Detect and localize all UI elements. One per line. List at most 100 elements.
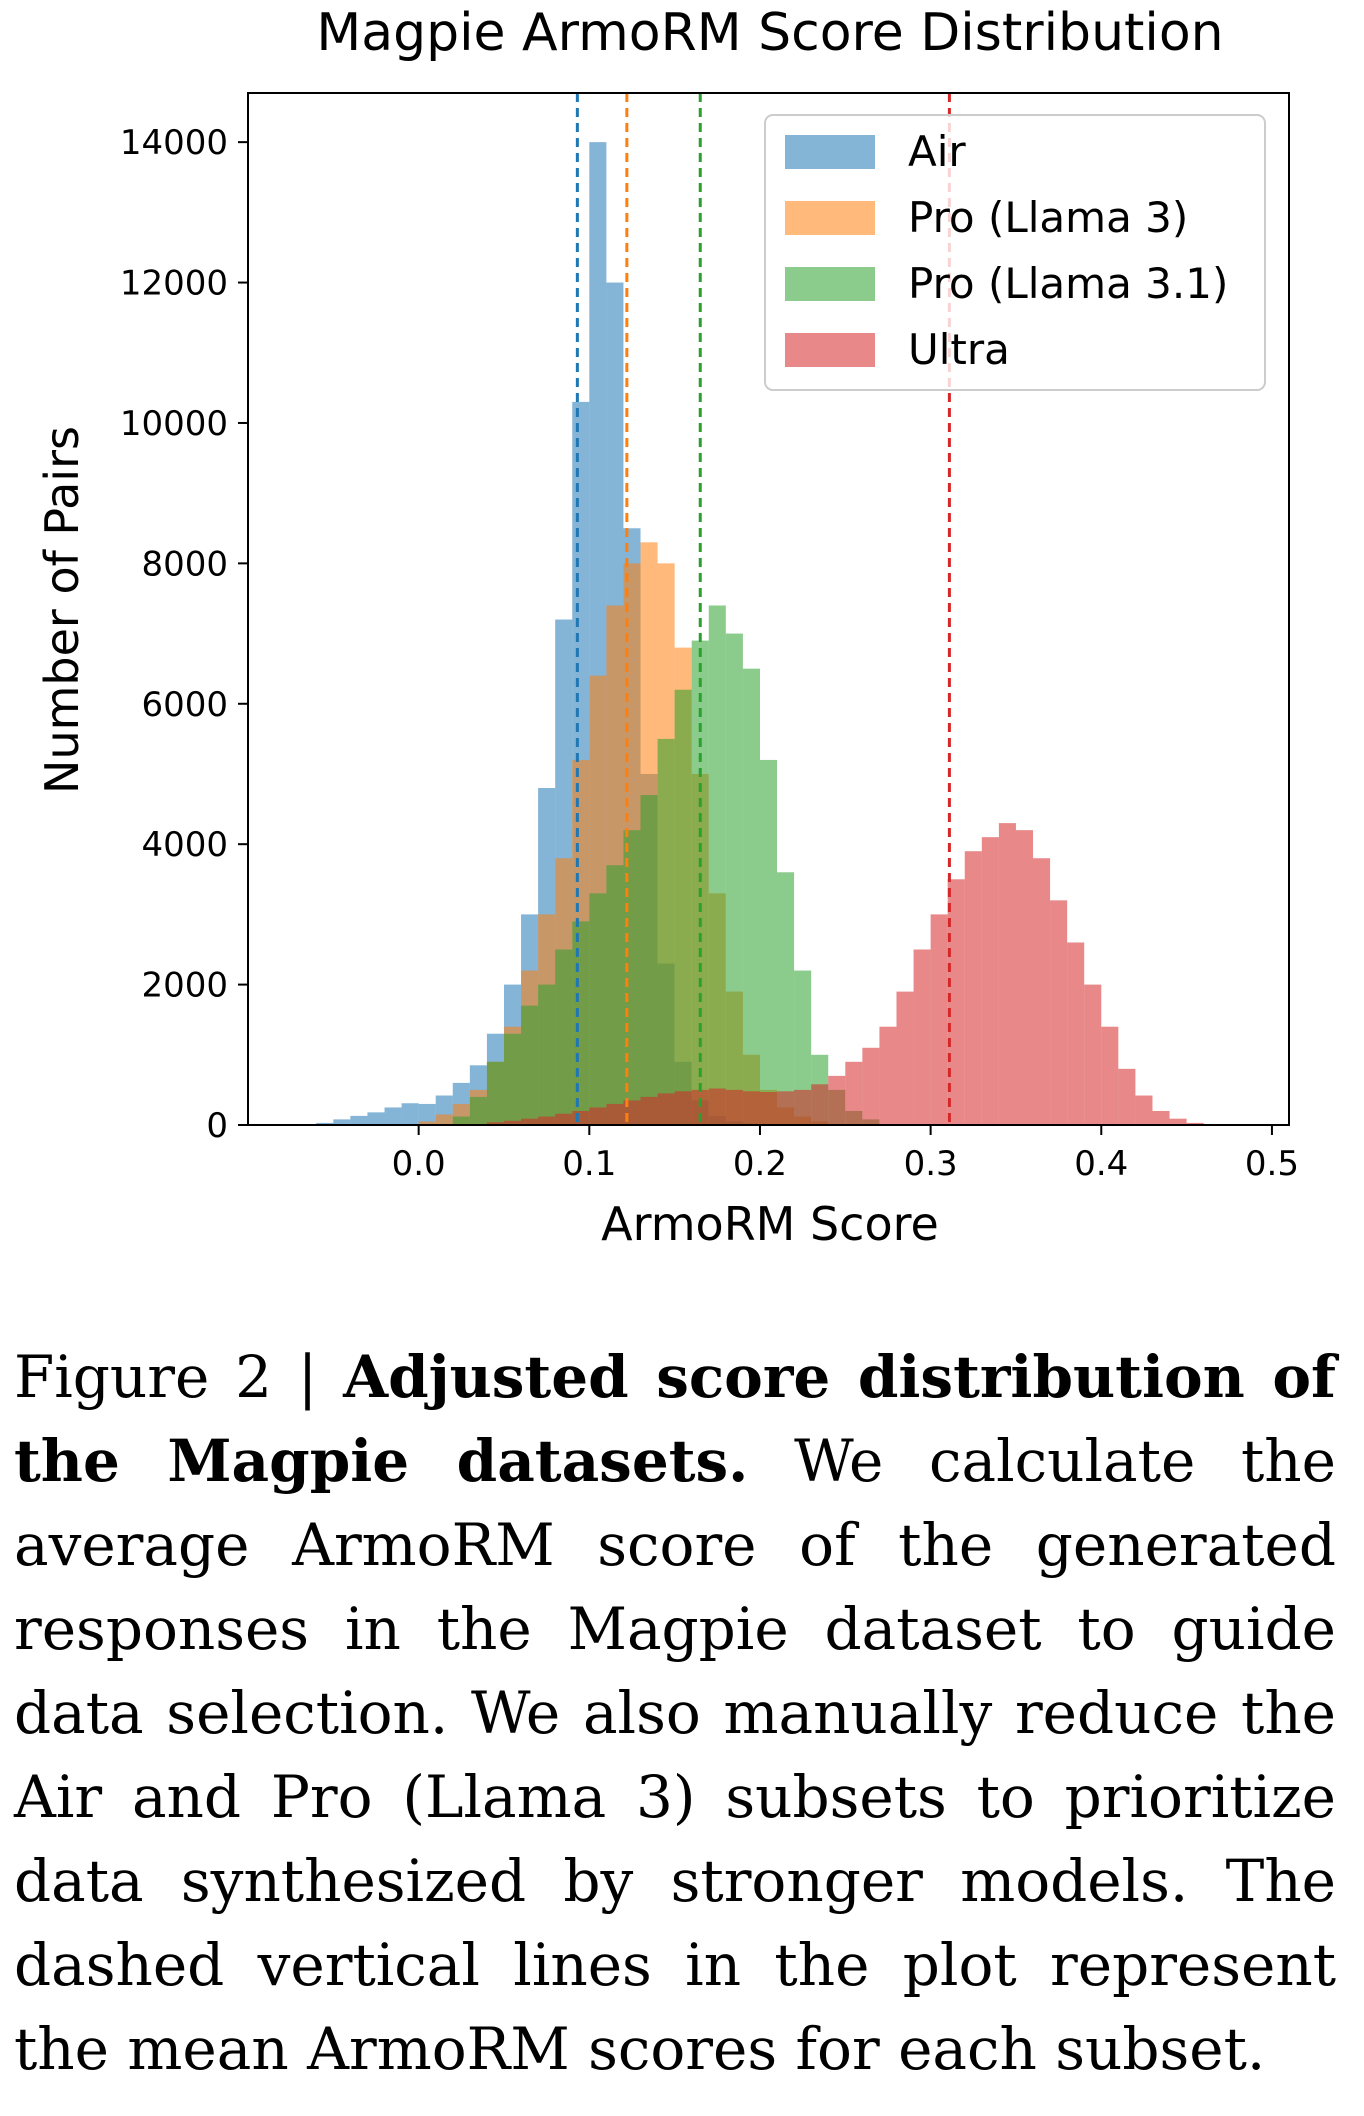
histogram-bar: [452, 1116, 470, 1125]
x-tick-label: 0.2: [733, 1144, 787, 1184]
histogram-bar: [913, 949, 931, 1125]
histogram-bar: [1118, 1068, 1136, 1125]
histogram-bar: [777, 1091, 795, 1125]
histogram-bar: [708, 605, 726, 1125]
histogram-bar: [606, 1103, 624, 1125]
plot-frame: [247, 92, 1290, 1126]
histogram-bar: [538, 1116, 556, 1125]
histogram-bar: [538, 984, 556, 1125]
histogram-bar: [879, 1026, 897, 1125]
caption-title: Adjusted score distribution of the Magpi…: [14, 1343, 1337, 1495]
histogram-bar: [862, 1047, 880, 1125]
histogram-bar: [486, 1122, 504, 1125]
histogram-bar: [418, 1121, 436, 1125]
histogram-bar: [674, 1091, 692, 1125]
histogram-bar: [1067, 942, 1085, 1125]
histogram-bar: [555, 949, 573, 1125]
histogram-bar: [589, 1107, 607, 1125]
histogram-bar: [657, 738, 675, 1125]
histogram-bar: [1152, 1110, 1170, 1125]
y-tick-label: 14000: [120, 123, 228, 163]
x-axis-ticks: 0.0 0.1 0.2 0.3 0.4 0.5: [392, 1125, 1299, 1184]
legend-swatch: [785, 135, 875, 169]
histogram-bar: [742, 668, 760, 1125]
histogram-bar: [367, 1112, 385, 1125]
histogram-bar: [896, 991, 914, 1125]
histogram-bar: [742, 1091, 760, 1125]
series-4-bars: [486, 823, 1204, 1125]
histogram-bar: [350, 1115, 368, 1125]
chart-canvas: Magpie ArmoRM Score Distribution 0.0 0.1 0…: [35, 3, 1299, 1251]
histogram-bar: [1015, 830, 1034, 1125]
legend-label: Pro (Llama 3.1): [908, 259, 1228, 308]
caption-label: Figure 2 |: [14, 1343, 344, 1411]
histogram-bar: [725, 633, 743, 1125]
y-tick-label: 0: [206, 1106, 228, 1146]
histogram-bar: [333, 1119, 351, 1125]
histogram-bar: [640, 795, 658, 1125]
x-tick-label: 0.1: [562, 1144, 616, 1184]
legend-swatch: [785, 201, 875, 235]
histogram-bar: [725, 1089, 743, 1125]
histogram-bar: [759, 759, 778, 1125]
histogram-bar: [486, 1061, 504, 1125]
histogram-bar: [828, 1075, 846, 1125]
histogram-bar: [777, 872, 795, 1125]
x-tick-label: 0.5: [1245, 1144, 1299, 1184]
histogram-bar: [503, 1120, 522, 1125]
histogram-bar: [1084, 984, 1102, 1125]
legend-swatch: [785, 333, 875, 367]
histogram-bar: [691, 1089, 709, 1125]
histogram-bar: [1101, 1026, 1119, 1125]
y-tick-label: 10000: [120, 404, 228, 444]
chart-title: Magpie ArmoRM Score Distribution: [316, 3, 1223, 63]
histogram-bar: [691, 640, 709, 1125]
histogram-bar: [469, 1096, 487, 1125]
histogram-bar: [521, 1005, 539, 1125]
histogram-chart: Magpie ArmoRM Score Distribution 0.0 0.1 0…: [35, 3, 1299, 1251]
histogram-bar: [657, 1093, 675, 1125]
x-tick-label: 0.0: [392, 1144, 446, 1184]
histogram-bar: [521, 1118, 539, 1125]
histogram-bar: [401, 1103, 419, 1125]
histogram-bar: [316, 1122, 334, 1125]
y-axis-ticks: 0 2000 4000 6000 8000 10000 12000 14000: [120, 123, 248, 1146]
histogram-bar: [418, 1103, 436, 1125]
histogram-bar: [384, 1107, 402, 1125]
figure-caption: Figure 2 | Adjusted score distribution o…: [14, 1335, 1336, 2091]
histogram-bar: [674, 689, 692, 1125]
histogram-bar: [1135, 1095, 1153, 1125]
histogram-bar: [572, 921, 590, 1125]
legend-label: Pro (Llama 3): [908, 193, 1188, 242]
y-tick-label: 2000: [141, 966, 228, 1006]
histogram-bar: [794, 1089, 812, 1125]
histogram-bar: [589, 893, 607, 1125]
axes: [247, 92, 1290, 1126]
legend-swatch: [785, 267, 875, 301]
histogram-bar: [964, 851, 982, 1125]
histogram-bar: [947, 879, 965, 1125]
y-axis-label: Number of Pairs: [35, 426, 89, 794]
histogram-bar: [998, 823, 1016, 1125]
histogram-bar: [759, 1092, 778, 1125]
histogram-bar: [981, 837, 999, 1125]
histogram-bar: [435, 1114, 453, 1125]
histogram-bar: [930, 914, 948, 1125]
histogram-bar: [503, 1033, 522, 1125]
histogram-bar: [640, 1096, 658, 1125]
histogram-bar: [606, 865, 624, 1125]
legend: Air Pro (Llama 3) Pro (Llama 3.1) Ultra: [764, 114, 1266, 391]
x-tick-label: 0.4: [1074, 1144, 1128, 1184]
y-tick-label: 6000: [141, 685, 228, 725]
legend-label: Ultra: [908, 325, 1010, 374]
histogram-bar: [1186, 1122, 1204, 1125]
y-tick-label: 12000: [120, 264, 228, 304]
x-tick-label: 0.3: [904, 1144, 958, 1184]
series-3-bars: [452, 605, 880, 1125]
histogram-bar: [572, 1110, 590, 1125]
histogram-bar: [1169, 1118, 1187, 1125]
histogram-bar: [845, 1061, 863, 1125]
histogram-bar: [555, 1113, 573, 1125]
y-tick-label: 8000: [141, 544, 228, 584]
y-tick-label: 4000: [141, 825, 228, 865]
